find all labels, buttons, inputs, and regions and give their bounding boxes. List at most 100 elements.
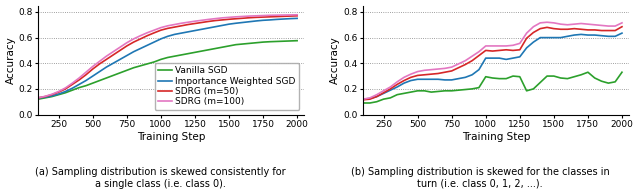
Importance Weighted SGD [468,74,476,76]
SDRG (m=50) [495,49,503,52]
Vanilla SGD [280,40,287,42]
SDRG (m=100) [150,29,158,31]
Vanilla SGD [130,67,138,69]
SDRG (m=50) [184,23,192,26]
SDRG (m=100) [259,14,267,17]
SDRG (m=100) [55,90,63,93]
SDRG (m=50) [96,63,104,65]
Text: (b) Sampling distribution is skewed for the classes in
turn (i.e. class 0, 1, 2,: (b) Sampling distribution is skewed for … [351,167,609,189]
Importance Weighted SGD [407,79,415,82]
SDRG (m=100) [130,38,138,40]
Vanilla SGD [577,74,585,76]
Importance Weighted SGD [136,47,144,50]
Y-axis label: Accuracy: Accuracy [6,36,15,84]
Importance Weighted SGD [280,18,287,20]
SDRG (m=100) [96,60,104,62]
SDRG (m=50) [35,97,42,99]
Importance Weighted SGD [482,57,490,59]
SDRG (m=100) [584,23,592,25]
SDRG (m=50) [618,26,626,28]
Vanilla SGD [177,54,185,56]
SDRG (m=100) [102,55,110,57]
SDRG (m=100) [400,76,408,78]
SDRG (m=50) [489,50,497,52]
SDRG (m=50) [550,27,557,30]
Vanilla SGD [171,55,179,57]
Importance Weighted SGD [252,20,260,22]
SDRG (m=50) [598,29,605,32]
Vanilla SGD [489,77,497,79]
Vanilla SGD [516,76,524,78]
SDRG (m=50) [48,94,56,96]
Vanilla SGD [157,58,164,60]
Vanilla SGD [400,92,408,94]
Importance Weighted SGD [441,79,449,81]
SDRG (m=50) [570,27,578,30]
Importance Weighted SGD [618,32,626,34]
Vanilla SGD [239,43,246,45]
SDRG (m=100) [434,68,442,70]
SDRG (m=100) [266,14,274,16]
SDRG (m=50) [394,83,401,86]
SDRG (m=50) [536,27,544,30]
Importance Weighted SGD [359,98,367,100]
SDRG (m=100) [280,14,287,16]
SDRG (m=100) [273,14,280,16]
SDRG (m=50) [373,95,381,98]
SDRG (m=50) [191,22,199,25]
Line: Vanilla SGD: Vanilla SGD [38,41,297,99]
Importance Weighted SGD [123,54,131,57]
Vanilla SGD [564,77,572,80]
Vanilla SGD [55,94,63,96]
SDRG (m=50) [116,49,124,52]
SDRG (m=100) [177,22,185,24]
SDRG (m=50) [205,20,212,23]
Importance Weighted SGD [35,97,42,99]
SDRG (m=50) [252,16,260,19]
SDRG (m=100) [420,69,428,71]
Importance Weighted SGD [611,35,619,37]
Vanilla SGD [76,87,83,89]
Importance Weighted SGD [48,95,56,97]
Vanilla SGD [150,61,158,63]
Vanilla SGD [82,84,90,87]
SDRG (m=100) [387,86,394,88]
SDRG (m=50) [280,15,287,17]
Line: SDRG (m=100): SDRG (m=100) [38,15,297,98]
Vanilla SGD [618,71,626,73]
SDRG (m=50) [611,29,619,32]
SDRG (m=100) [68,82,76,84]
Importance Weighted SGD [157,38,164,40]
SDRG (m=100) [489,45,497,47]
Vanilla SGD [225,45,233,47]
Vanilla SGD [164,56,172,59]
SDRG (m=50) [420,74,428,76]
SDRG (m=50) [366,98,374,100]
SDRG (m=50) [41,95,49,98]
Vanilla SGD [218,46,226,48]
Vanilla SGD [373,101,381,103]
SDRG (m=100) [577,22,585,25]
Importance Weighted SGD [143,44,151,46]
SDRG (m=50) [523,37,531,39]
SDRG (m=50) [212,19,220,22]
Vanilla SGD [523,90,531,92]
SDRG (m=50) [273,15,280,18]
SDRG (m=50) [102,58,110,60]
Vanilla SGD [252,42,260,44]
Importance Weighted SGD [96,70,104,73]
SDRG (m=100) [502,45,510,47]
Line: SDRG (m=100): SDRG (m=100) [363,22,622,99]
SDRG (m=100) [252,15,260,17]
Importance Weighted SGD [266,19,274,21]
SDRG (m=50) [564,28,572,30]
Vanilla SGD [198,50,205,52]
Vanilla SGD [48,95,56,98]
Importance Weighted SGD [598,35,605,37]
SDRG (m=50) [143,35,151,37]
Vanilla SGD [68,89,76,91]
Importance Weighted SGD [448,79,456,81]
Importance Weighted SGD [557,36,564,39]
Importance Weighted SGD [171,33,179,36]
SDRG (m=100) [157,26,164,29]
